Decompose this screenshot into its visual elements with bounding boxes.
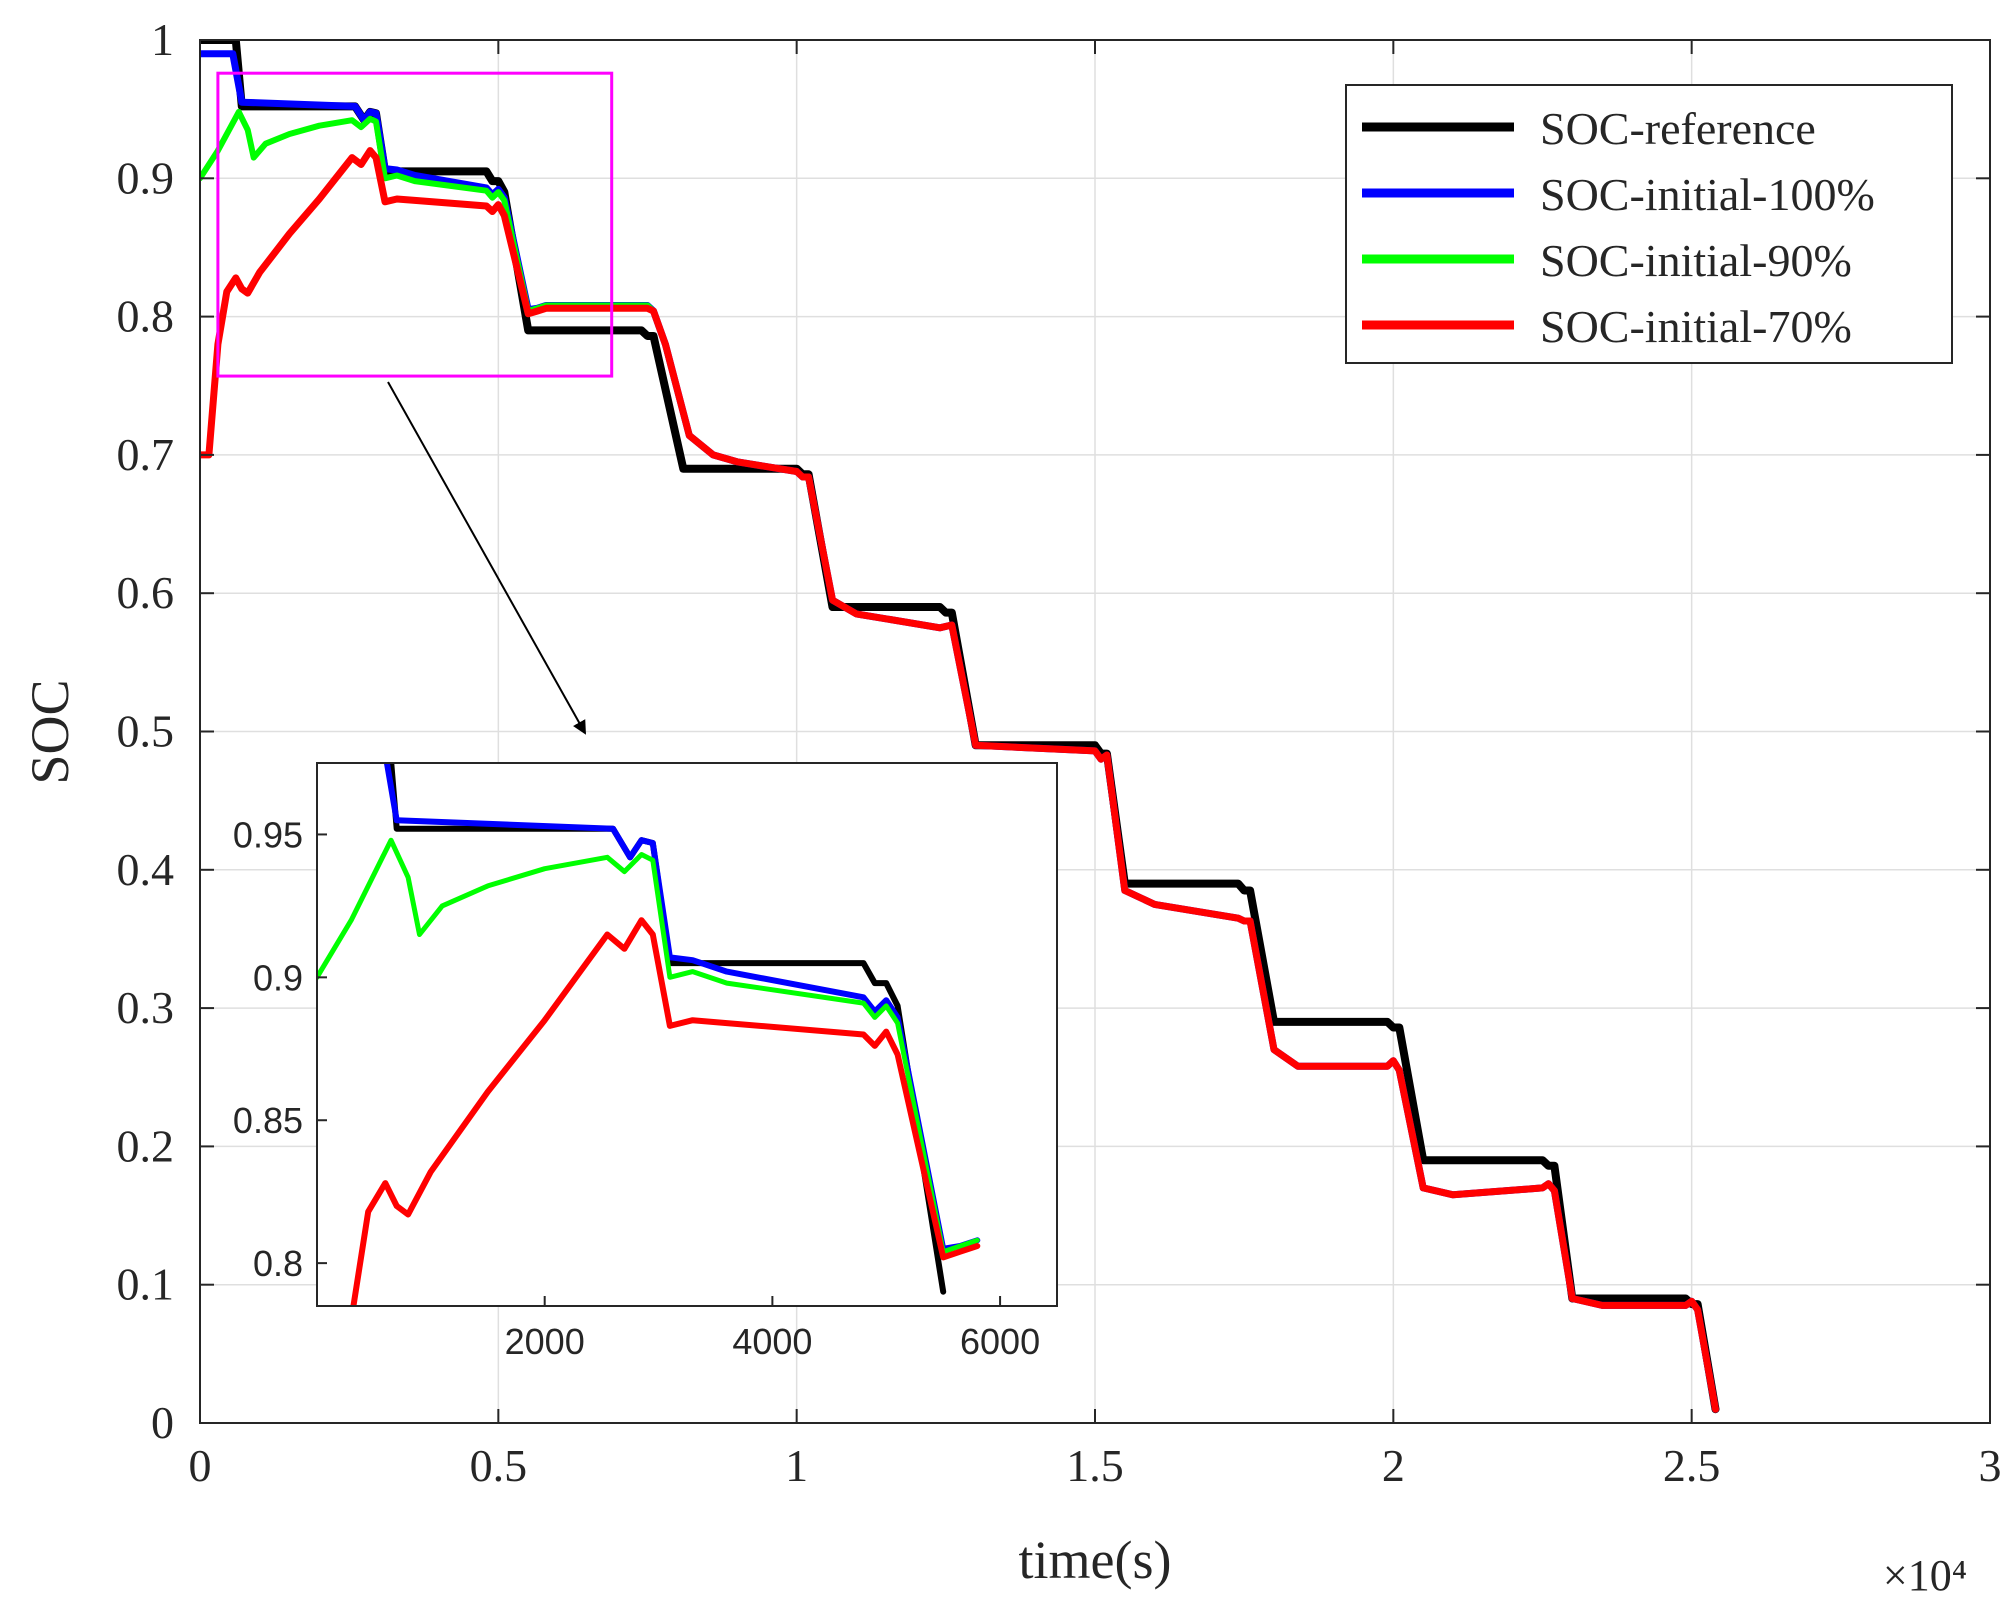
x-exponent-label: ×10⁴ xyxy=(1883,1551,1967,1600)
y-axis-label: SOC xyxy=(20,679,80,784)
x-tick-label: 0 xyxy=(189,1440,212,1491)
y-tick-label: 0.5 xyxy=(117,706,175,757)
x-tick-label: 2.5 xyxy=(1663,1440,1721,1491)
inset-y-tick-label: 0.95 xyxy=(233,814,303,855)
inset-series-group xyxy=(317,763,981,1306)
zoom-arrow xyxy=(387,381,586,735)
legend: SOC-reference SOC-initial-100% SOC-initial… xyxy=(1345,84,1953,364)
y-tick-label: 0.9 xyxy=(117,152,175,203)
x-tick-label: 1.5 xyxy=(1066,1440,1124,1491)
legend-label-soc-initial-90: SOC-initial-90% xyxy=(1540,235,1852,286)
legend-label-soc-initial-100: SOC-initial-100% xyxy=(1540,169,1875,220)
legend-label-soc-reference: SOC-reference xyxy=(1540,103,1816,154)
main-series-group xyxy=(200,40,1720,1414)
y-tick-label: 0.8 xyxy=(117,291,175,342)
inset-y-tick-label: 0.8 xyxy=(253,1243,303,1284)
zoom-region-box xyxy=(216,71,614,378)
inset-x-tick-label: 4000 xyxy=(732,1321,812,1362)
inset-y-tick-label: 0.9 xyxy=(253,957,303,998)
inset-plot-frame xyxy=(316,762,1058,1307)
series-line-soc-initial-70 xyxy=(200,147,1719,1413)
y-tick-label: 0 xyxy=(151,1397,174,1448)
x-tick-label: 3 xyxy=(1979,1440,2002,1491)
y-tick-label: 0.6 xyxy=(117,567,175,618)
inset-series-line-soc-initial-70 xyxy=(350,917,981,1306)
inset-x-tick-label: 6000 xyxy=(960,1321,1040,1362)
inset-tick-labels: 2000 4000 6000 0.8 0.85 0.9 0.95 xyxy=(233,814,1040,1362)
y-tick-label: 0.2 xyxy=(117,1120,175,1171)
main-ticks xyxy=(199,39,1991,1424)
inset-background xyxy=(317,763,1057,1306)
main-tick-labels: 0 0.5 1 1.5 2 2.5 3 0 0.1 0.2 0.3 0.4 0.5 0.6 0.7 0.8 0.… xyxy=(117,14,2002,1491)
inset-ticks xyxy=(317,833,1002,1306)
inset-y-tick-label: 0.85 xyxy=(233,1100,303,1141)
x-tick-label: 0.5 xyxy=(470,1440,528,1491)
y-tick-label: 0.4 xyxy=(117,844,175,895)
series-line-soc-reference xyxy=(200,40,1720,1414)
inset-series-line-soc-initial-90 xyxy=(317,837,980,1255)
x-axis-label: time(s) xyxy=(1019,1530,1172,1590)
x-tick-label: 2 xyxy=(1382,1440,1405,1491)
y-tick-label: 1 xyxy=(151,14,174,65)
y-tick-label: 0.1 xyxy=(117,1259,175,1310)
legend-label-soc-initial-70: SOC-initial-70% xyxy=(1540,301,1852,352)
inset-x-tick-label: 2000 xyxy=(505,1321,585,1362)
x-tick-label: 1 xyxy=(785,1440,808,1491)
y-tick-label: 0.7 xyxy=(117,429,175,480)
y-tick-label: 0.3 xyxy=(117,982,175,1033)
